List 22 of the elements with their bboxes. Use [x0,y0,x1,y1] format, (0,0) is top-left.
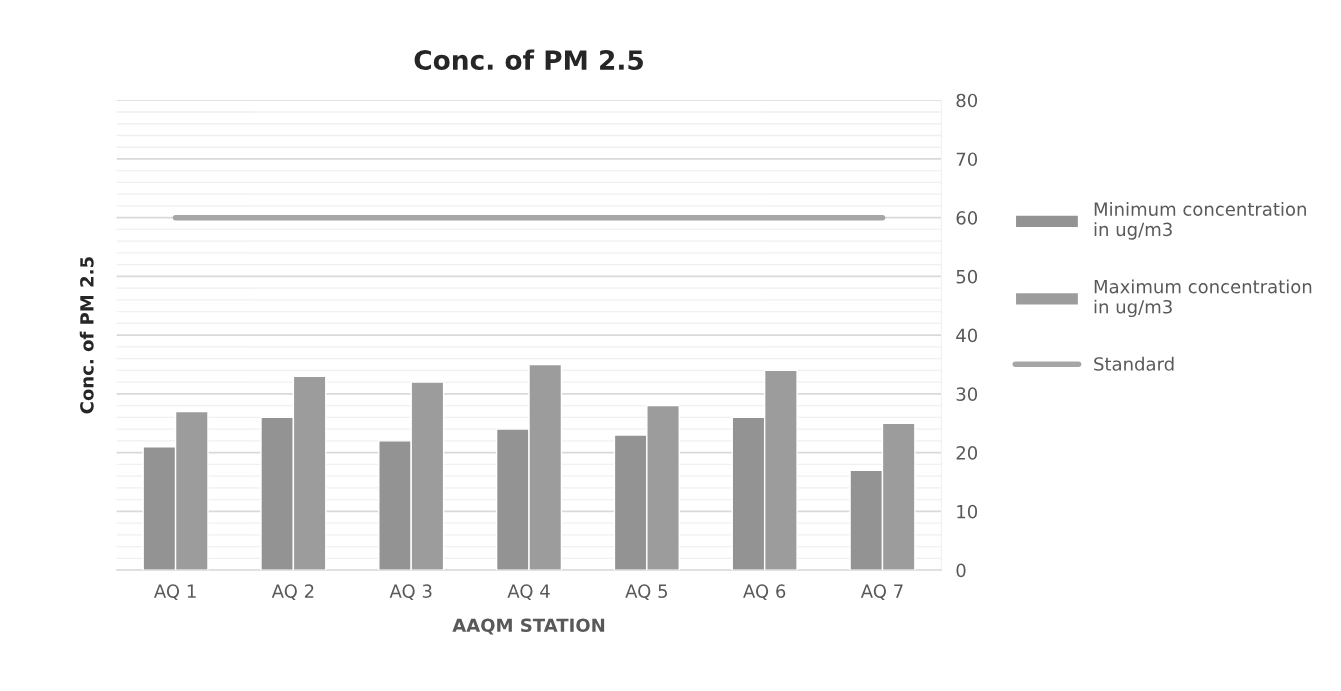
y-tick-label: 50 [956,269,978,284]
legend-label: Maximum concentration in ug/m3 [1094,279,1312,318]
x-tick-label: AQ 3 [389,584,432,601]
legend-label: Minimum concentration in ug/m3 [1094,201,1306,240]
y-tick-label: 30 [956,387,978,401]
y-tick-label: 0 [956,563,966,578]
y-tick-label: 70 [956,152,978,167]
x-tick-label: AQ 7 [860,584,903,601]
y-tick-label: 80 [956,93,978,108]
x-tick-label: AQ 4 [507,584,550,601]
y-tick-label: 20 [956,446,978,460]
y-tick-label: 10 [957,504,978,519]
y-tick-label: 60 [956,211,978,225]
y-axis-title: Conc. of PM 2.5 [79,257,94,414]
legend-label: Standard [1094,356,1174,371]
x-tick-label: AQ 5 [625,584,667,601]
y-tick-label: 40 [956,328,978,343]
x-tick-label: AQ 2 [271,584,314,601]
chart-title: Conc. of PM 2.5 [414,49,643,71]
x-tick-label: AQ 6 [743,584,786,601]
x-tick-label: AQ 1 [153,584,196,601]
x-axis-title: AAQM STATION [452,618,605,635]
